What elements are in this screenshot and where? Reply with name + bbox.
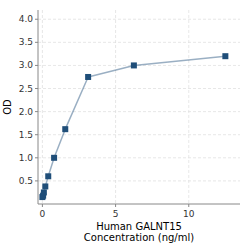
y-tick [35,88,38,89]
y-tick-label: 0.5 [19,176,33,186]
grid-line [42,10,43,204]
grid-line [188,10,189,204]
x-tick-label: 0 [40,209,46,219]
x-tick [115,204,116,207]
chart-container: 0.5 1.0 1.5 2.0 2.5 3.0 3.5 4.0 0 5 10Human GALNT1… [0,0,250,250]
y-tick [35,42,38,43]
x-axis-label: Human GALNT15 [96,221,182,232]
y-tick-label: 1.5 [19,130,33,140]
y-axis-line [38,10,39,204]
grid [38,10,240,204]
axes: 0.5 1.0 1.5 2.0 2.5 3.0 3.5 4.0 0 5 10 [19,10,240,219]
grid-line [38,42,240,43]
y-tick-label: 3.0 [19,60,34,70]
grid-line [38,111,240,112]
grid-line [38,134,240,135]
data-point [85,74,91,80]
series-line [42,56,225,197]
y-tick-label: 1.0 [19,153,34,163]
y-tick-label: 2.5 [19,84,33,94]
x-axis-line [38,204,240,205]
grid-line [115,10,116,204]
y-tick-label: 4.0 [19,14,34,24]
y-tick [35,157,38,158]
data-point [45,173,51,179]
plot-area [39,53,228,200]
data-point [42,183,48,189]
x-tick [42,204,43,207]
y-tick-label: 3.5 [19,37,33,47]
x-tick [188,204,189,207]
grid-line [38,157,240,158]
y-axis-label: OD [2,99,13,115]
data-point [222,53,228,59]
y-tick [35,134,38,135]
x-tick-label: 10 [183,209,195,219]
data-point [62,126,68,132]
y-tick [35,111,38,112]
grid-line [38,88,240,89]
data-point [131,62,137,68]
y-tick [35,65,38,66]
x-tick-label: 5 [113,209,119,219]
y-tick [35,19,38,20]
data-point [41,189,47,195]
y-tick-label: 2.0 [19,107,34,117]
chart: 0.5 1.0 1.5 2.0 2.5 3.0 3.5 4.0 0 5 10Human GALNT1… [0,0,250,250]
grid-line [38,19,240,20]
grid-line [38,180,240,181]
y-tick [35,180,38,181]
data-point [51,155,57,161]
x-axis-label: Concentration (ng/ml) [84,232,194,243]
